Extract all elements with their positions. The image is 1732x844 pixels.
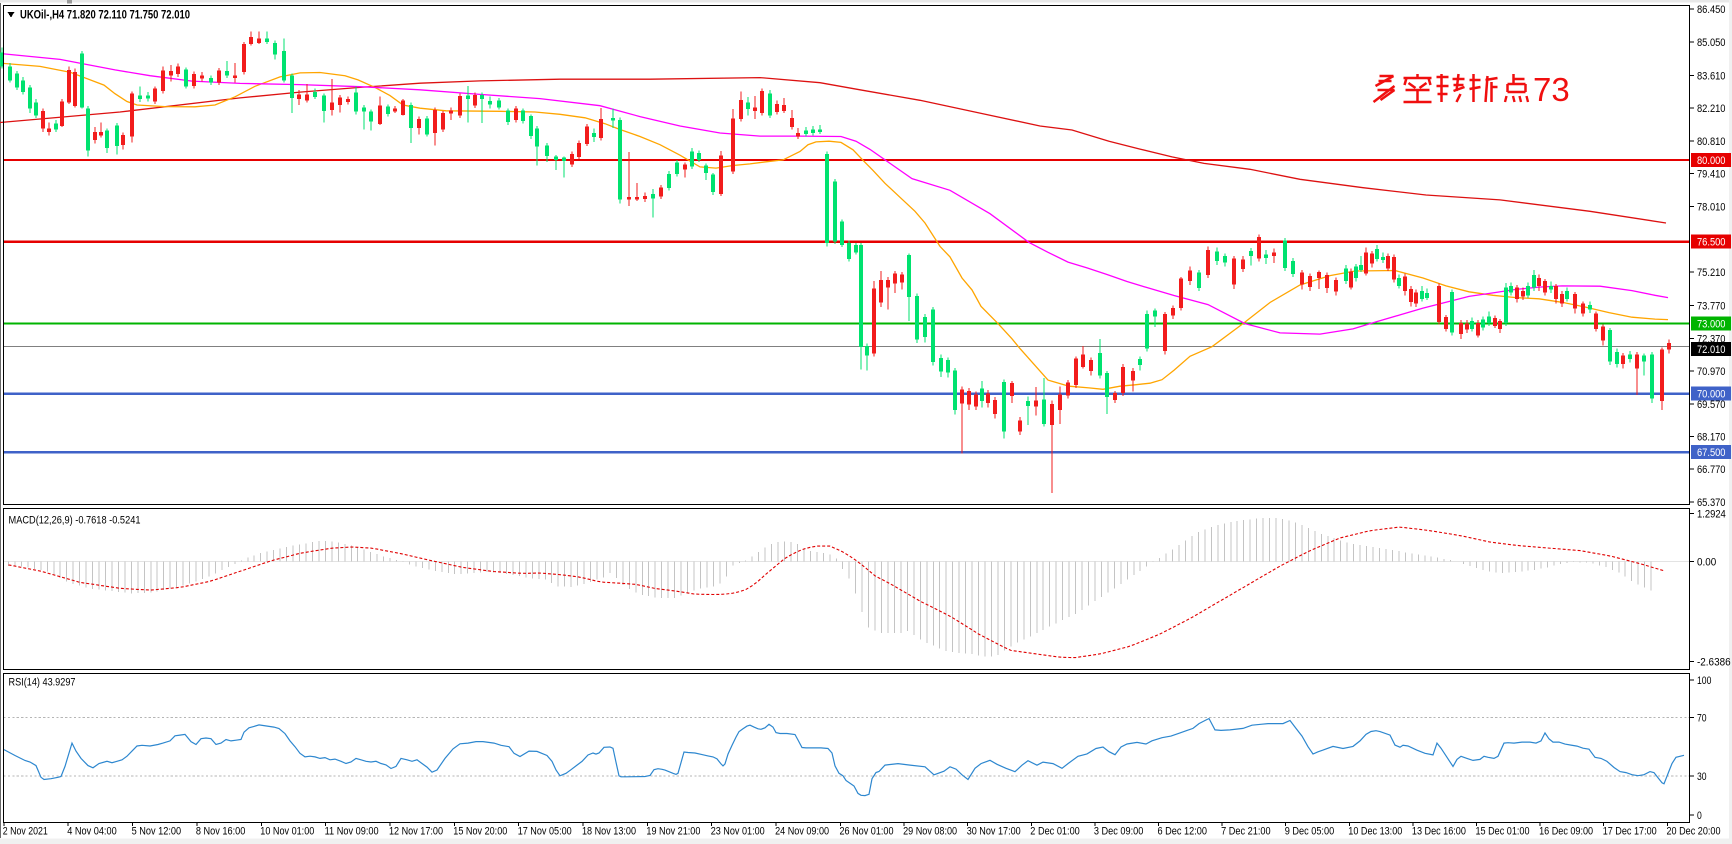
svg-text:1.2924: 1.2924	[1697, 509, 1726, 521]
svg-text:16 Dec 09:00: 16 Dec 09:00	[1539, 826, 1593, 838]
svg-text:83.610: 83.610	[1697, 70, 1726, 82]
svg-text:80.810: 80.810	[1697, 136, 1726, 148]
svg-text:23 Nov 01:00: 23 Nov 01:00	[711, 826, 765, 838]
svg-text:4 Nov 04:00: 4 Nov 04:00	[67, 826, 117, 838]
svg-text:17 Dec 17:00: 17 Dec 17:00	[1603, 826, 1657, 838]
svg-text:85.050: 85.050	[1697, 37, 1726, 49]
svg-text:29 Nov 08:00: 29 Nov 08:00	[903, 826, 957, 838]
svg-text:6 Dec 12:00: 6 Dec 12:00	[1158, 826, 1208, 838]
svg-text:12 Nov 17:00: 12 Nov 17:00	[389, 826, 443, 838]
svg-text:70: 70	[1697, 713, 1707, 725]
svg-text:70.970: 70.970	[1697, 366, 1726, 378]
svg-text:20 Dec 20:00: 20 Dec 20:00	[1667, 826, 1721, 838]
svg-text:0: 0	[1697, 810, 1702, 822]
svg-text:76.500: 76.500	[1697, 237, 1726, 249]
svg-text:73.770: 73.770	[1697, 301, 1726, 313]
svg-text:UKOil-,H4 71.820 72.110 71.75: UKOil-,H4 71.820 72.110 71.750 72.010	[20, 10, 190, 22]
svg-text:79.410: 79.410	[1697, 169, 1726, 181]
svg-text:10 Nov 01:00: 10 Nov 01:00	[260, 826, 314, 838]
svg-text:RSI(14) 43.9297: RSI(14) 43.9297	[9, 677, 76, 689]
svg-text:65.370: 65.370	[1697, 497, 1726, 509]
svg-text:13 Dec 16:00: 13 Dec 16:00	[1412, 826, 1466, 838]
svg-text:68.170: 68.170	[1697, 431, 1726, 443]
svg-text:9 Dec 05:00: 9 Dec 05:00	[1285, 826, 1335, 838]
svg-text:-2.6386: -2.6386	[1697, 657, 1731, 669]
svg-text:11 Nov 09:00: 11 Nov 09:00	[325, 826, 379, 838]
svg-text:3 Dec 09:00: 3 Dec 09:00	[1094, 826, 1144, 838]
svg-text:78.010: 78.010	[1697, 201, 1726, 213]
svg-text:5 Nov 12:00: 5 Nov 12:00	[132, 826, 182, 838]
svg-text:8 Nov 16:00: 8 Nov 16:00	[196, 826, 246, 838]
svg-text:24 Nov 09:00: 24 Nov 09:00	[775, 826, 829, 838]
svg-text:2 Dec 01:00: 2 Dec 01:00	[1030, 826, 1080, 838]
svg-text:86.450: 86.450	[1697, 4, 1726, 16]
svg-text:80.000: 80.000	[1697, 155, 1726, 167]
svg-text:66.770: 66.770	[1697, 464, 1726, 476]
svg-text:75.210: 75.210	[1697, 267, 1726, 279]
svg-text:10 Dec 13:00: 10 Dec 13:00	[1348, 826, 1402, 838]
svg-text:69.570: 69.570	[1697, 399, 1726, 411]
svg-text:72.010: 72.010	[1697, 344, 1726, 356]
svg-text:2 Nov 2021: 2 Nov 2021	[3, 826, 48, 838]
svg-text:30: 30	[1697, 771, 1707, 783]
svg-text:26 Nov 01:00: 26 Nov 01:00	[840, 826, 894, 838]
svg-text:73: 73	[1533, 71, 1570, 108]
svg-text:17 Nov 05:00: 17 Nov 05:00	[518, 826, 572, 838]
svg-text:15 Nov 20:00: 15 Nov 20:00	[453, 826, 507, 838]
svg-text:30 Nov 17:00: 30 Nov 17:00	[967, 826, 1021, 838]
svg-text:0.00: 0.00	[1697, 557, 1716, 569]
svg-text:67.500: 67.500	[1697, 447, 1726, 459]
svg-text:82.210: 82.210	[1697, 103, 1726, 115]
svg-text:MACD(12,26,9) -0.7618 -0.5241: MACD(12,26,9) -0.7618 -0.5241	[9, 515, 141, 527]
svg-text:19 Nov 21:00: 19 Nov 21:00	[646, 826, 700, 838]
svg-text:18 Nov 13:00: 18 Nov 13:00	[582, 826, 636, 838]
svg-text:73.000: 73.000	[1697, 319, 1726, 331]
svg-text:70.000: 70.000	[1697, 389, 1726, 401]
svg-text:100: 100	[1697, 675, 1711, 687]
svg-text:7 Dec 21:00: 7 Dec 21:00	[1221, 826, 1271, 838]
svg-text:15 Dec 01:00: 15 Dec 01:00	[1476, 826, 1530, 838]
